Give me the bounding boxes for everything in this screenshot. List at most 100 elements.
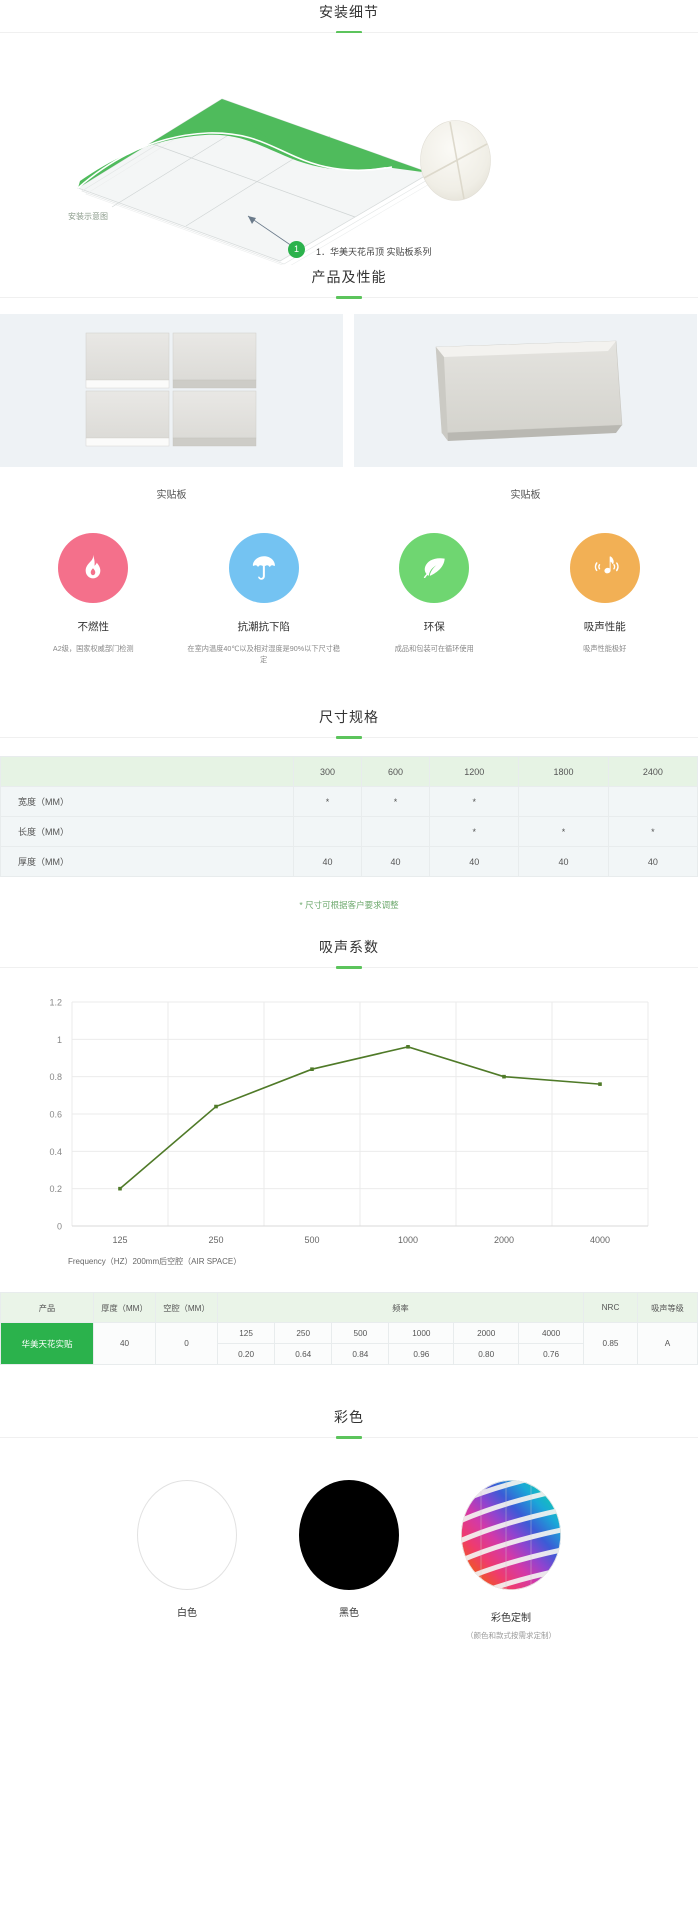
size-table-note: * 尺寸可根据客户要求调整 — [299, 900, 399, 911]
install-diagram: 安装示意图 1 1．华美天花吊顶 实贴板系列 — [0, 33, 698, 265]
feature-description: A2级，国家权威部门检测 — [52, 644, 134, 653]
feature-item-fireproof[interactable]: 不燃性 A2级，国家权威部门检测 — [8, 533, 179, 665]
feature-item-moisture-resistant[interactable]: 抗潮抗下陷 在室内温度40℃以及相对湿度是90%以下尺寸稳定 — [179, 533, 350, 665]
product-caption: 实贴板 — [510, 490, 541, 501]
cell: * — [361, 786, 431, 818]
product-image-single-panel — [354, 314, 697, 467]
col-header: 1200 — [429, 756, 520, 788]
section-title: 尺寸规格 — [319, 709, 379, 726]
cell-frequency: 500 — [331, 1322, 390, 1345]
feature-description: 成品和包装可在循环使用 — [394, 644, 474, 653]
section-underline — [0, 967, 698, 969]
row-header: 宽度（MM） — [0, 786, 294, 818]
svg-text:2000: 2000 — [494, 1235, 514, 1245]
section-header-acoustic: 吸声系数 — [0, 935, 698, 969]
color-swatch-rainbow-fan — [461, 1480, 561, 1591]
cell: 40 — [361, 846, 431, 878]
row-header: 长度（MM） — [0, 816, 294, 848]
color-swatch-black — [299, 1480, 399, 1591]
cell-product-name: 华美天花实贴 — [0, 1322, 94, 1366]
cell-frequency: 250 — [274, 1322, 333, 1345]
umbrella-icon — [252, 556, 275, 580]
product-item[interactable]: 实贴板 — [354, 314, 697, 501]
color-option-white[interactable]: 白色 — [117, 1480, 257, 1641]
cell: * — [429, 786, 520, 818]
svg-text:500: 500 — [304, 1235, 319, 1245]
section-title: 安装细节 — [319, 4, 379, 20]
svg-text:1: 1 — [57, 1035, 62, 1045]
cell-grade: A — [637, 1322, 698, 1366]
cell: * — [292, 786, 363, 818]
table-header-row: 300 600 1200 1800 2400 — [0, 756, 698, 788]
feature-description: 吸声性能极好 — [583, 644, 627, 653]
product-gallery: 实贴板 实贴板 — [0, 314, 698, 501]
feature-item-eco-friendly[interactable]: 环保 成品和包装可在循环使用 — [349, 533, 520, 665]
section-underline — [0, 1437, 698, 1439]
cell-coefficient: 0.96 — [388, 1343, 455, 1366]
svg-text:125: 125 — [112, 1235, 127, 1245]
color-sublabel: （颜色和款式按需求定制） — [466, 1631, 556, 1641]
section-header-color: 彩色 — [0, 1405, 698, 1439]
table-row-frequencies: 华美天花实贴 40 0 125 250 500 1000 2000 4000 0… — [0, 1322, 698, 1366]
section-underline — [0, 297, 698, 298]
section-title: 吸声系数 — [319, 939, 379, 956]
product-item[interactable]: 实贴板 — [0, 314, 343, 501]
table-header-row: 产品 厚度（MM） 空腔（MM） 频率 NRC 吸声等级 — [0, 1292, 698, 1324]
svg-text:0.4: 0.4 — [49, 1147, 62, 1157]
color-label: 黑色 — [339, 1608, 359, 1620]
cell: 40 — [429, 846, 520, 878]
table-row-coefficients: 0.20 0.64 0.84 0.96 0.80 0.76 — [1, 1343, 698, 1366]
col-header: 600 — [361, 756, 431, 788]
section-header-product: 产品及性能 — [0, 265, 698, 298]
leaf-icon — [424, 558, 445, 579]
color-option-black[interactable]: 黑色 — [279, 1480, 419, 1641]
svg-text:0.8: 0.8 — [49, 1072, 62, 1082]
product-caption: 实贴板 — [156, 490, 187, 501]
table-row: 厚度（MM） 40 40 40 40 40 — [0, 846, 698, 878]
col-header: 1800 — [518, 756, 609, 788]
cell: * — [518, 816, 609, 848]
feature-title: 环保 — [423, 621, 445, 633]
absorption-chart: 0 0.2 0.4 0.6 0.8 1 1.2 125 250 500 1000 2000 4000 F… — [0, 988, 698, 1288]
section-header-size: 尺寸规格 — [0, 705, 698, 739]
feature-item-sound-absorption[interactable]: 吸声性能 吸声性能极好 — [520, 533, 691, 665]
color-label: 彩色定制 — [491, 1613, 531, 1625]
cell-coefficient: 0.80 — [453, 1343, 520, 1366]
cell: * — [607, 816, 698, 848]
color-option-custom[interactable]: 彩色定制 （颜色和款式按需求定制） — [441, 1480, 581, 1641]
svg-text:0.2: 0.2 — [49, 1184, 62, 1194]
col-header-nrc: NRC — [583, 1292, 638, 1324]
row-header: 厚度（MM） — [0, 846, 294, 878]
color-label: 白色 — [177, 1608, 197, 1620]
feature-title: 不燃性 — [77, 621, 110, 633]
product-image-quad-panel — [0, 314, 343, 467]
install-diagram-caption: 安装示意图 — [68, 212, 108, 221]
cell-coefficient: 0.76 — [518, 1343, 584, 1366]
col-header-frequency: 频率 — [217, 1292, 584, 1324]
cell-frequency: 125 — [216, 1322, 276, 1345]
section-header-install: 安装细节 — [0, 0, 698, 33]
section-title: 彩色 — [334, 1409, 364, 1426]
cell: 40 — [518, 846, 609, 878]
color-swatch-white — [137, 1480, 237, 1591]
sound-note-icon — [594, 556, 619, 574]
panel-closeup-swatch — [420, 120, 491, 201]
cell: 40 — [292, 846, 363, 878]
cell-frequency: 4000 — [518, 1322, 584, 1345]
feature-circle — [58, 533, 129, 603]
feature-title: 吸声性能 — [583, 621, 626, 633]
svg-text:1.2: 1.2 — [49, 998, 62, 1008]
svg-text:1000: 1000 — [398, 1235, 418, 1245]
cell-thickness: 40 — [93, 1322, 156, 1366]
cell — [292, 816, 363, 848]
single-panel-photo — [435, 340, 622, 441]
cell: * — [429, 816, 520, 848]
cell-frequency: 1000 — [388, 1322, 455, 1345]
cell — [607, 786, 698, 818]
cell-frequency: 2000 — [453, 1322, 520, 1345]
col-header: 300 — [292, 756, 363, 788]
section-underline — [0, 32, 698, 33]
flame-icon — [85, 554, 101, 579]
cell — [518, 786, 609, 818]
col-header-product: 产品 — [0, 1292, 94, 1324]
